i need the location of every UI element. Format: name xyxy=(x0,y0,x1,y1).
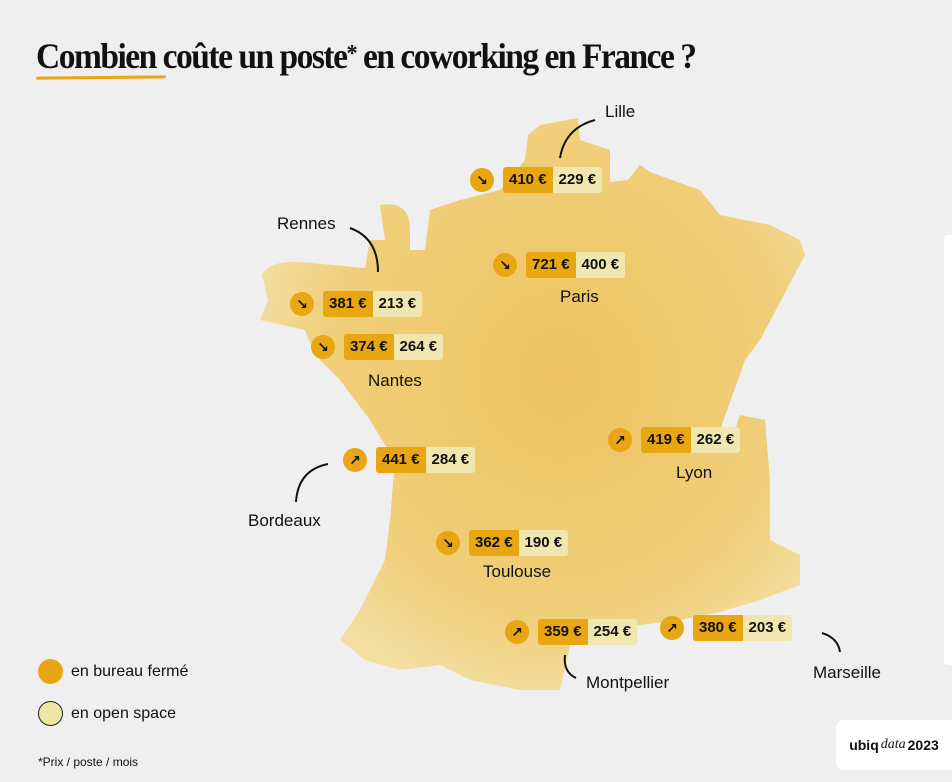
closed-office-price: 721 € xyxy=(526,252,576,278)
closed-office-price: 410 € xyxy=(503,167,553,193)
closed-office-price: 362 € xyxy=(469,530,519,556)
price-pill-montpellier: ↗ 359 € 254 € xyxy=(505,619,638,645)
ubiqdata-logo: ubiq data 2023 xyxy=(836,720,952,770)
city-label-rennes: Rennes xyxy=(277,214,336,233)
price-pill-nantes: ↘ 374 € 264 € xyxy=(311,334,444,360)
city-label-paris: Paris xyxy=(560,287,599,306)
trend-up-icon: ↗ xyxy=(660,616,684,640)
city-label-marseille: Marseille xyxy=(813,663,882,682)
city-label-bordeaux: Bordeaux xyxy=(248,511,321,530)
price-pill-lille: ↘ 410 € 229 € xyxy=(470,167,603,193)
footnote: *Prix / poste / mois xyxy=(38,755,139,769)
page-title: Combien coûte un poste* en coworking en … xyxy=(36,34,697,78)
price-pill-lyon: ↗ 419 € 262 € xyxy=(608,427,741,453)
open-space-price: 262 € xyxy=(690,427,741,453)
price-pill-marseille: ↗ 380 € 203 € xyxy=(660,615,793,641)
price-pill-rennes: ↘ 381 € 213 € xyxy=(290,291,423,317)
title-asterisk: * xyxy=(346,41,357,67)
closed-office-price: 381 € xyxy=(323,291,373,317)
city-label-montpellier: Montpellier xyxy=(586,673,670,692)
open-space-price: 254 € xyxy=(587,619,638,645)
closed-office-price: 419 € xyxy=(641,427,691,453)
price-pill-bordeaux: ↗ 441 € 284 € xyxy=(343,447,476,473)
title-text-after: en coworking en France ? xyxy=(356,36,697,76)
logo-year: 2023 xyxy=(907,737,939,753)
closed-office-swatch-icon xyxy=(38,659,63,684)
lille-leader xyxy=(559,119,596,159)
trend-down-icon: ↘ xyxy=(493,253,517,277)
price-pill-paris: ↘ 721 € 400 € xyxy=(493,252,626,278)
legend-closed-office: en bureau fermé xyxy=(38,659,188,684)
open-space-price: 190 € xyxy=(518,530,569,556)
bordeaux-leader xyxy=(295,463,329,503)
city-label-nantes: Nantes xyxy=(368,371,422,390)
legend-open-space: en open space xyxy=(38,701,176,726)
trend-down-icon: ↘ xyxy=(290,292,314,316)
logo-part2: data xyxy=(880,737,906,752)
trend-up-icon: ↗ xyxy=(505,620,529,644)
france-shape xyxy=(260,118,805,690)
closed-office-price: 441 € xyxy=(376,447,426,473)
open-space-price: 264 € xyxy=(393,334,444,360)
city-label-lyon: Lyon xyxy=(676,463,713,482)
trend-down-icon: ↘ xyxy=(436,531,460,555)
open-space-price: 203 € xyxy=(742,615,793,641)
open-space-price: 229 € xyxy=(552,167,603,193)
city-label-toulouse: Toulouse xyxy=(483,562,552,581)
legend-open-label: en open space xyxy=(71,704,176,722)
closed-office-price: 374 € xyxy=(344,334,394,360)
open-space-price: 284 € xyxy=(425,447,476,473)
trend-down-icon: ↘ xyxy=(470,168,494,192)
city-label-lille: Lille xyxy=(605,102,636,121)
side-panel-edge xyxy=(944,235,952,665)
trend-up-icon: ↗ xyxy=(608,428,632,452)
price-pill-toulouse: ↘ 362 € 190 € xyxy=(436,530,569,556)
legend-closed-label: en bureau fermé xyxy=(71,662,189,680)
trend-up-icon: ↗ xyxy=(343,448,367,472)
trend-down-icon: ↘ xyxy=(311,335,335,359)
closed-office-price: 359 € xyxy=(538,619,588,645)
open-space-price: 213 € xyxy=(372,291,423,317)
closed-office-price: 380 € xyxy=(693,615,743,641)
logo-part1: ubiq xyxy=(849,737,879,753)
open-space-price: 400 € xyxy=(575,252,626,278)
open-space-swatch-icon xyxy=(38,701,63,726)
marseille-leader xyxy=(821,632,841,653)
title-text: Combien coûte un poste xyxy=(36,36,348,76)
montpellier-leader xyxy=(563,654,577,679)
rennes-leader xyxy=(349,227,379,273)
